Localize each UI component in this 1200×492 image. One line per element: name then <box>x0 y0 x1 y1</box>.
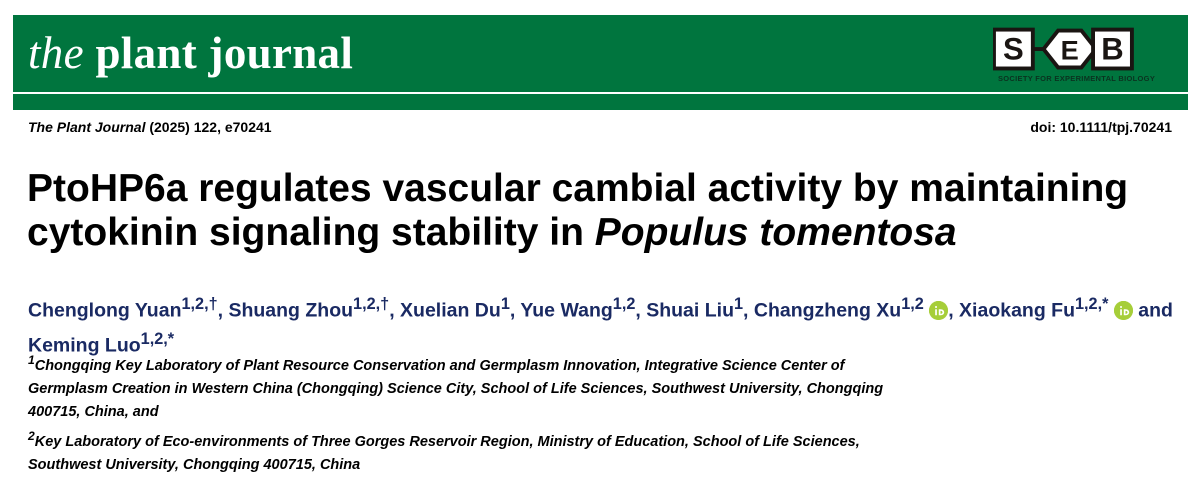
svg-text:S: S <box>1003 32 1024 67</box>
svg-text:B: B <box>1101 32 1123 67</box>
svg-text:E: E <box>1061 35 1079 66</box>
